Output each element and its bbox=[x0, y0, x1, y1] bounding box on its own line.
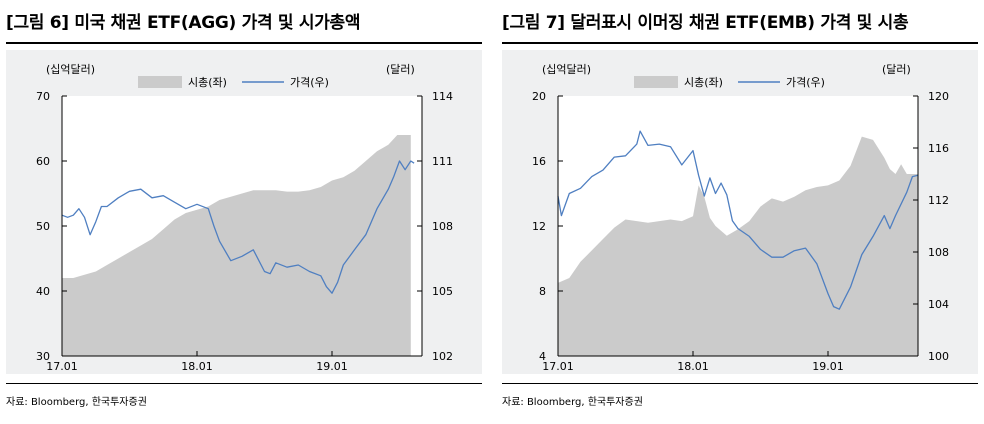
left-tick-label: 16 bbox=[532, 155, 546, 168]
bottom-rule bbox=[6, 383, 482, 384]
title-rule bbox=[502, 42, 978, 44]
right-tick-label: 111 bbox=[432, 155, 453, 168]
bottom-rule bbox=[502, 383, 978, 384]
left-tick-label: 40 bbox=[36, 285, 50, 298]
figure-7: [그림 7] 달러표시 이머징 채권 ETF(EMB) 가격 및 시총 4 8 12… bbox=[502, 0, 980, 424]
right-tick-label: 116 bbox=[928, 142, 949, 155]
series-market-cap-area bbox=[558, 136, 918, 356]
legend-swatch-market-cap bbox=[634, 76, 678, 88]
left-tick-label: 30 bbox=[36, 350, 50, 363]
x-tick-label: 18.01 bbox=[181, 360, 213, 373]
left-unit-label: (십억달러) bbox=[542, 63, 591, 76]
figure-6: [그림 6] 미국 채권 ETF(AGG) 가격 및 시가총액 30 40 50 60… bbox=[6, 0, 484, 424]
x-tick-label: 18.01 bbox=[677, 360, 709, 373]
left-tick-label: 4 bbox=[539, 350, 546, 363]
left-tick-label: 60 bbox=[36, 155, 50, 168]
x-tick-label: 17.01 bbox=[542, 360, 574, 373]
legend-label-price: 가격(우) bbox=[786, 76, 825, 89]
left-tick-label: 12 bbox=[532, 220, 546, 233]
chart-svg: 30 40 50 60 70 102 105 108 111 114 17.01 18.01 19.01… bbox=[36, 63, 453, 373]
series-price-line bbox=[557, 130, 919, 310]
right-tick-label: 100 bbox=[928, 350, 949, 363]
chart-svg: 4 8 12 16 20 100 104 108 112 116 120 17.01 18.01 19.0… bbox=[532, 63, 949, 373]
series-market-cap-area bbox=[62, 135, 411, 356]
right-tick-label: 108 bbox=[432, 220, 453, 233]
chart-area: 30 40 50 60 70 102 105 108 111 114 17.01 18.01 19.01… bbox=[6, 50, 482, 374]
x-tick-label: 19.01 bbox=[812, 360, 844, 373]
right-unit-label: (달러) bbox=[882, 63, 911, 76]
x-tick-label: 19.01 bbox=[316, 360, 348, 373]
right-tick-label: 114 bbox=[432, 90, 453, 103]
right-unit-label: (달러) bbox=[386, 63, 415, 76]
figure-title: [그림 7] 달러표시 이머징 채권 ETF(EMB) 가격 및 시총 bbox=[502, 13, 909, 33]
series-price-line bbox=[61, 160, 415, 294]
left-tick-label: 70 bbox=[36, 90, 50, 103]
left-tick-label: 50 bbox=[36, 220, 50, 233]
right-tick-label: 102 bbox=[432, 350, 453, 363]
left-tick-label: 8 bbox=[539, 285, 546, 298]
left-tick-label: 20 bbox=[532, 90, 546, 103]
source-note: 자료: Bloomberg, 한국투자증권 bbox=[6, 397, 147, 408]
source-note: 자료: Bloomberg, 한국투자증권 bbox=[502, 397, 643, 408]
figure-title: [그림 6] 미국 채권 ETF(AGG) 가격 및 시가총액 bbox=[6, 13, 361, 33]
legend-label-market-cap: 시총(좌) bbox=[684, 76, 723, 89]
right-tick-label: 112 bbox=[928, 194, 949, 207]
x-tick-label: 17.01 bbox=[46, 360, 78, 373]
legend-swatch-market-cap bbox=[138, 76, 182, 88]
legend-label-market-cap: 시총(좌) bbox=[188, 76, 227, 89]
chart-area: 4 8 12 16 20 100 104 108 112 116 120 17.01 18.01 19.0… bbox=[502, 50, 978, 374]
legend-label-price: 가격(우) bbox=[290, 76, 329, 89]
right-tick-label: 104 bbox=[928, 298, 949, 311]
right-tick-label: 120 bbox=[928, 90, 949, 103]
left-unit-label: (십억달러) bbox=[46, 63, 95, 76]
right-tick-label: 108 bbox=[928, 246, 949, 259]
right-tick-label: 105 bbox=[432, 285, 453, 298]
title-rule bbox=[6, 42, 482, 44]
